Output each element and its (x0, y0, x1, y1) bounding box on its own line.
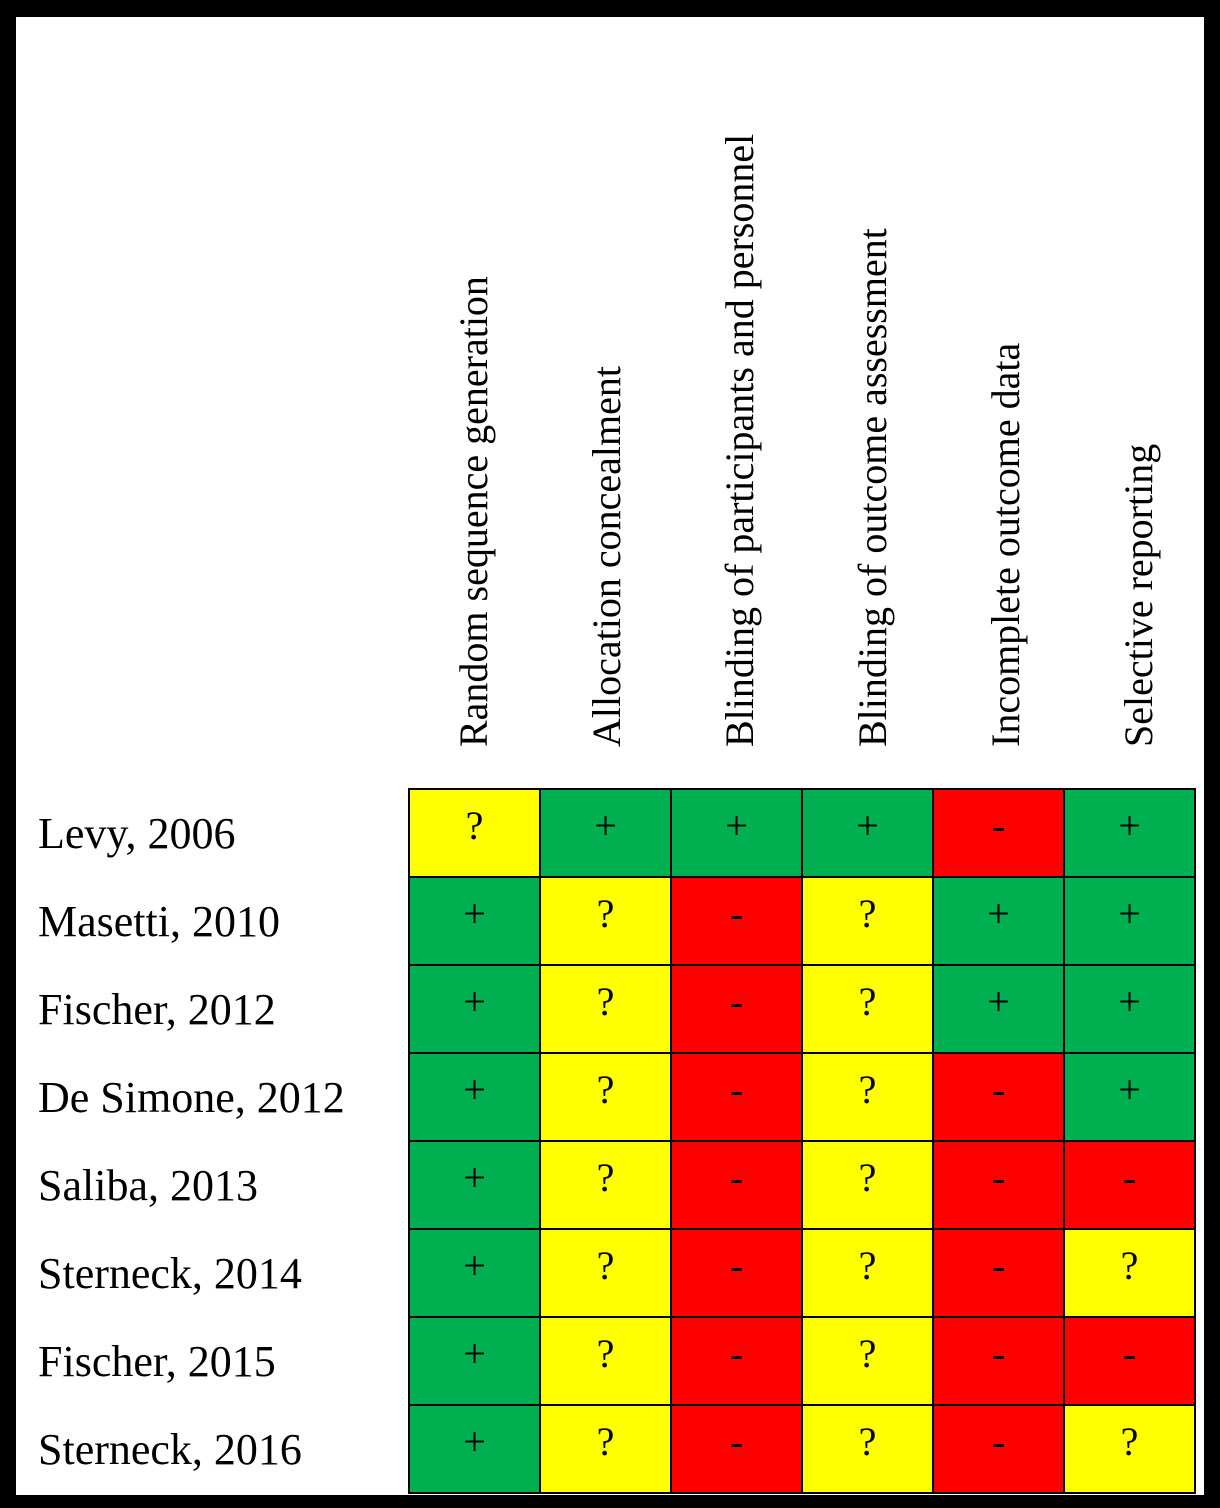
rating-cell: ? (803, 1054, 934, 1142)
column-header: Incomplete outcome data (940, 17, 1072, 787)
table-row: +? -? - - (410, 1318, 1196, 1406)
rating-cell: ? (1065, 1406, 1196, 1494)
rating-cell: + (410, 1318, 541, 1406)
study-label: Fischer, 2015 (38, 1337, 276, 1386)
column-header-label: Incomplete outcome data (983, 342, 1028, 747)
rating-cell: + (410, 1142, 541, 1230)
column-header-label: Blinding of outcome assessment (850, 228, 895, 747)
table-row: +? -? - + (410, 1054, 1196, 1142)
rating-cell: - (934, 1318, 1065, 1406)
rating-cell: ? (803, 1230, 934, 1318)
table-row: +? -? - - (410, 1142, 1196, 1230)
rating-cell: - (934, 1406, 1065, 1494)
column-header-label: Allocation concealment (584, 366, 629, 747)
rating-cell: ? (541, 1318, 672, 1406)
rating-cell: ? (1065, 1230, 1196, 1318)
rating-cell: - (672, 1142, 803, 1230)
rating-cell: - (672, 1318, 803, 1406)
rating-cell: ? (541, 1142, 672, 1230)
rating-cell: ? (541, 1406, 672, 1494)
rating-cell: - (934, 1054, 1065, 1142)
column-header: Blinding of participants and personnel (674, 17, 806, 787)
risk-of-bias-table: Random sequence generation Allocation con… (16, 17, 1204, 1495)
study-label: Saliba, 2013 (38, 1161, 258, 1210)
rating-cell: + (1065, 790, 1196, 878)
rating-cell: - (672, 966, 803, 1054)
rating-cell: - (672, 878, 803, 966)
rating-cell: + (934, 878, 1065, 966)
rating-cell: + (1065, 1054, 1196, 1142)
study-label: De Simone, 2012 (38, 1073, 345, 1122)
study-label: Sterneck, 2014 (38, 1249, 302, 1298)
table-row: +? -? -? (410, 1406, 1196, 1494)
study-label: Sterneck, 2016 (38, 1425, 302, 1474)
rating-cell: - (934, 790, 1065, 878)
rating-cell: ? (803, 966, 934, 1054)
column-header: Selective reporting (1073, 17, 1205, 787)
rating-cell: - (672, 1406, 803, 1494)
rating-cell: + (410, 878, 541, 966)
table-row: +? -? + + (410, 966, 1196, 1054)
table-row: +? -? -? (410, 1230, 1196, 1318)
study-label: Masetti, 2010 (38, 897, 280, 946)
table-row: +? -? + + (410, 878, 1196, 966)
table-row: ? + + + - + (410, 790, 1196, 878)
rating-cell: + (1065, 878, 1196, 966)
rating-cell: + (1065, 966, 1196, 1054)
column-header: Blinding of outcome assessment (807, 17, 939, 787)
rating-cell: - (934, 1230, 1065, 1318)
column-header-label: Blinding of participants and personnel (717, 133, 762, 747)
rating-cell: + (541, 790, 672, 878)
rating-cell: ? (803, 1406, 934, 1494)
rating-cell: ? (541, 966, 672, 1054)
rating-cell: - (672, 1230, 803, 1318)
rating-cell: - (1065, 1142, 1196, 1230)
rating-cell: + (410, 966, 541, 1054)
rating-cell: + (410, 1054, 541, 1142)
rating-cell: ? (541, 1230, 672, 1318)
rating-cell: - (1065, 1318, 1196, 1406)
column-header-label: Random sequence generation (451, 276, 496, 747)
rating-cell: ? (541, 1054, 672, 1142)
column-header: Random sequence generation (408, 17, 540, 787)
rating-cell: - (934, 1142, 1065, 1230)
study-label: Fischer, 2012 (38, 985, 276, 1034)
rating-cell: - (672, 1054, 803, 1142)
column-header-label: Selective reporting (1116, 443, 1161, 747)
rating-cell: ? (803, 878, 934, 966)
rating-cell: + (934, 966, 1065, 1054)
rating-cell: + (410, 1406, 541, 1494)
rating-cell: ? (410, 790, 541, 878)
rating-grid: ? + + + - + +? -? + + +? -? + + +? -? - + +? -? - - +? -? -? +? -?… (408, 788, 1196, 1494)
column-header: Allocation concealment (541, 17, 673, 787)
rating-cell: + (803, 790, 934, 878)
rating-cell: + (410, 1230, 541, 1318)
rating-cell: ? (541, 878, 672, 966)
rating-cell: + (672, 790, 803, 878)
rating-cell: ? (803, 1318, 934, 1406)
rating-cell: ? (803, 1142, 934, 1230)
study-label: Levy, 2006 (38, 809, 236, 858)
